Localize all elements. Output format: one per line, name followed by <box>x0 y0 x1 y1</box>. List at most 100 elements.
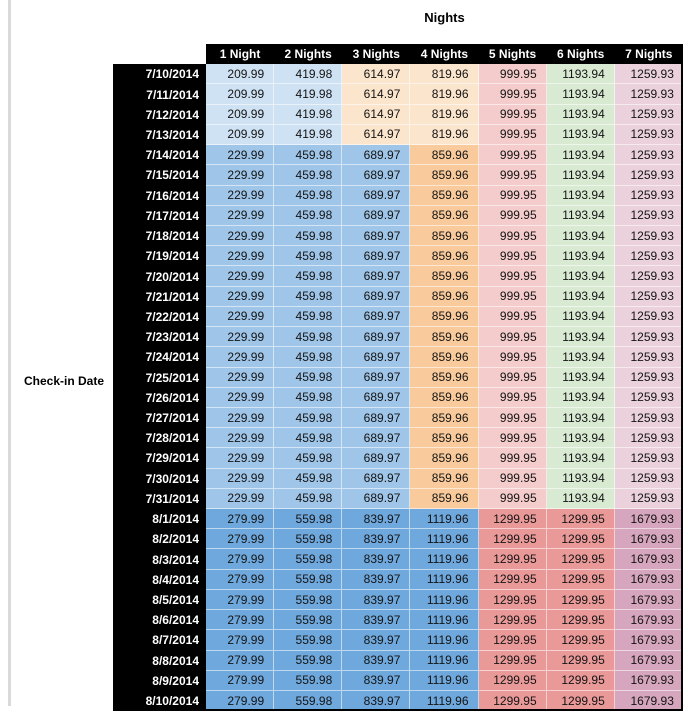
price-cell[interactable]: 459.98 <box>274 286 343 307</box>
price-cell[interactable]: 839.97 <box>342 569 411 590</box>
price-cell[interactable]: 999.95 <box>478 327 547 348</box>
price-cell[interactable]: 689.97 <box>342 367 411 388</box>
price-cell[interactable]: 1679.93 <box>614 670 683 691</box>
row-header-date[interactable]: 7/29/2014 <box>113 448 206 469</box>
price-cell[interactable]: 819.96 <box>410 64 479 85</box>
price-cell[interactable]: 839.97 <box>342 589 411 611</box>
price-cell[interactable]: 459.98 <box>274 367 343 388</box>
price-cell[interactable]: 1299.95 <box>478 691 547 712</box>
price-cell[interactable]: 819.96 <box>410 124 479 146</box>
price-cell[interactable]: 279.99 <box>206 610 275 631</box>
price-cell[interactable]: 999.95 <box>478 428 547 449</box>
row-header-date[interactable]: 7/24/2014 <box>113 347 206 368</box>
price-cell[interactable]: 689.97 <box>342 428 411 449</box>
price-cell[interactable]: 1119.96 <box>410 610 479 631</box>
price-cell[interactable]: 999.95 <box>478 347 547 368</box>
price-cell[interactable]: 279.99 <box>206 589 275 611</box>
price-cell[interactable]: 1193.94 <box>546 488 615 510</box>
price-cell[interactable]: 459.98 <box>274 448 343 469</box>
price-cell[interactable]: 279.99 <box>206 569 275 590</box>
price-cell[interactable]: 1259.93 <box>614 448 683 469</box>
price-cell[interactable]: 689.97 <box>342 407 411 429</box>
price-cell[interactable]: 999.95 <box>478 145 547 166</box>
price-cell[interactable]: 559.98 <box>274 509 343 530</box>
price-cell[interactable]: 1193.94 <box>546 428 615 449</box>
price-cell[interactable]: 689.97 <box>342 205 411 226</box>
price-cell[interactable]: 279.99 <box>206 509 275 530</box>
price-cell[interactable]: 1193.94 <box>546 205 615 226</box>
price-cell[interactable]: 459.98 <box>274 428 343 449</box>
price-cell[interactable]: 689.97 <box>342 347 411 368</box>
price-cell[interactable]: 1193.94 <box>546 407 615 429</box>
price-cell[interactable]: 859.96 <box>410 488 479 510</box>
price-cell[interactable]: 1299.95 <box>546 630 615 651</box>
row-header-date[interactable]: 7/21/2014 <box>113 286 206 307</box>
price-cell[interactable]: 459.98 <box>274 488 343 510</box>
price-cell[interactable]: 229.99 <box>206 468 275 489</box>
price-cell[interactable]: 1259.93 <box>614 84 683 105</box>
price-cell[interactable]: 279.99 <box>206 670 275 691</box>
price-cell[interactable]: 999.95 <box>478 185 547 206</box>
price-cell[interactable]: 459.98 <box>274 266 343 287</box>
price-cell[interactable]: 859.96 <box>410 448 479 469</box>
price-cell[interactable]: 1119.96 <box>410 549 479 570</box>
price-cell[interactable]: 1299.95 <box>478 529 547 550</box>
price-cell[interactable]: 1259.93 <box>614 64 683 85</box>
row-header-date[interactable]: 7/25/2014 <box>113 367 206 388</box>
price-cell[interactable]: 689.97 <box>342 488 411 510</box>
price-cell[interactable]: 1193.94 <box>546 165 615 186</box>
price-cell[interactable]: 209.99 <box>206 124 275 146</box>
price-cell[interactable]: 1193.94 <box>546 145 615 166</box>
price-cell[interactable]: 839.97 <box>342 610 411 631</box>
price-cell[interactable]: 459.98 <box>274 246 343 267</box>
row-header-date[interactable]: 7/13/2014 <box>113 124 206 146</box>
price-cell[interactable]: 839.97 <box>342 691 411 712</box>
price-cell[interactable]: 1119.96 <box>410 691 479 712</box>
price-cell[interactable]: 279.99 <box>206 691 275 712</box>
price-cell[interactable]: 999.95 <box>478 286 547 307</box>
price-cell[interactable]: 999.95 <box>478 468 547 489</box>
price-cell[interactable]: 1679.93 <box>614 691 683 712</box>
price-cell[interactable]: 229.99 <box>206 367 275 388</box>
price-cell[interactable]: 1119.96 <box>410 589 479 611</box>
price-cell[interactable]: 1259.93 <box>614 124 683 146</box>
price-cell[interactable]: 1259.93 <box>614 185 683 206</box>
price-cell[interactable]: 1193.94 <box>546 286 615 307</box>
price-cell[interactable]: 999.95 <box>478 165 547 186</box>
price-cell[interactable]: 459.98 <box>274 407 343 429</box>
row-header-date[interactable]: 7/28/2014 <box>113 428 206 449</box>
row-header-date[interactable]: 7/17/2014 <box>113 205 206 226</box>
price-cell[interactable]: 839.97 <box>342 549 411 570</box>
price-cell[interactable]: 1259.93 <box>614 428 683 449</box>
price-cell[interactable]: 559.98 <box>274 589 343 611</box>
price-cell[interactable]: 859.96 <box>410 205 479 226</box>
price-cell[interactable]: 229.99 <box>206 306 275 328</box>
row-header-date[interactable]: 7/14/2014 <box>113 145 206 166</box>
price-cell[interactable]: 559.98 <box>274 691 343 712</box>
price-cell[interactable]: 819.96 <box>410 84 479 105</box>
price-cell[interactable]: 1299.95 <box>546 529 615 550</box>
price-cell[interactable]: 859.96 <box>410 286 479 307</box>
price-cell[interactable]: 1259.93 <box>614 104 683 125</box>
price-cell[interactable]: 999.95 <box>478 205 547 226</box>
price-cell[interactable]: 1119.96 <box>410 569 479 590</box>
price-cell[interactable]: 459.98 <box>274 347 343 368</box>
price-cell[interactable]: 859.96 <box>410 428 479 449</box>
price-cell[interactable]: 999.95 <box>478 387 547 408</box>
price-cell[interactable]: 689.97 <box>342 266 411 287</box>
price-cell[interactable]: 1259.93 <box>614 327 683 348</box>
price-cell[interactable]: 229.99 <box>206 327 275 348</box>
price-cell[interactable]: 689.97 <box>342 387 411 408</box>
price-cell[interactable]: 229.99 <box>206 246 275 267</box>
price-cell[interactable]: 614.97 <box>342 64 411 85</box>
price-cell[interactable]: 1259.93 <box>614 347 683 368</box>
price-cell[interactable]: 459.98 <box>274 327 343 348</box>
price-cell[interactable]: 999.95 <box>478 225 547 247</box>
price-cell[interactable]: 999.95 <box>478 266 547 287</box>
price-cell[interactable]: 1259.93 <box>614 286 683 307</box>
row-header-date[interactable]: 8/10/2014 <box>113 691 206 712</box>
price-cell[interactable]: 999.95 <box>478 488 547 510</box>
price-cell[interactable]: 999.95 <box>478 306 547 328</box>
row-header-date[interactable]: 8/5/2014 <box>113 589 206 611</box>
price-cell[interactable]: 229.99 <box>206 347 275 368</box>
